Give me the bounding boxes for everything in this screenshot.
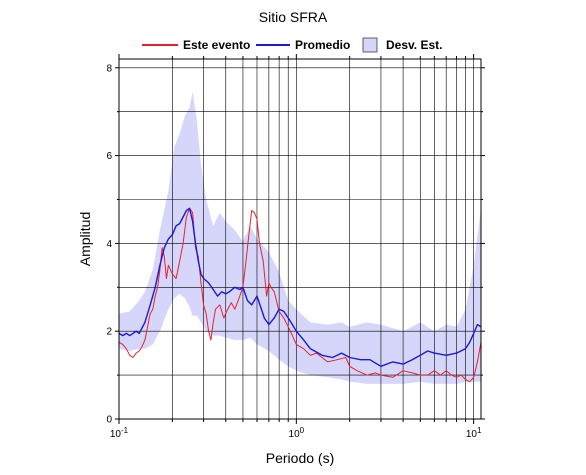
y-axis-label: Amplitud xyxy=(77,212,93,266)
y-tick-label: 8 xyxy=(106,63,112,74)
y-tick-label: 6 xyxy=(106,151,112,162)
x-tick-label: 10-1 xyxy=(110,426,129,440)
band-layer xyxy=(119,91,481,384)
series-layer xyxy=(118,207,482,383)
legend-label-promedio: Promedio xyxy=(295,38,350,52)
x-tick-label: 101 xyxy=(466,426,482,440)
tick-layer: 0 2 4 6 8 10-1 100 101 xyxy=(106,54,485,440)
x-tick-label: 100 xyxy=(289,426,305,440)
legend: Este evento Promedio Desv. Est. xyxy=(142,37,442,53)
series-line-promedio xyxy=(118,207,482,367)
y-tick-label: 2 xyxy=(106,327,112,338)
std-band xyxy=(119,91,481,384)
plot-frame xyxy=(118,58,482,420)
legend-swatch-desv-est xyxy=(362,37,378,53)
y-tick-label: 4 xyxy=(106,239,112,250)
chart-title: Sitio SFRA xyxy=(259,9,328,25)
legend-label-desv-est: Desv. Est. xyxy=(386,38,442,52)
y-tick-label: 0 xyxy=(106,415,112,426)
grid-layer xyxy=(119,59,481,419)
x-axis-label: Periodo (s) xyxy=(266,450,334,466)
series-line-este-evento xyxy=(118,207,482,383)
legend-label-este-evento: Este evento xyxy=(183,38,250,52)
